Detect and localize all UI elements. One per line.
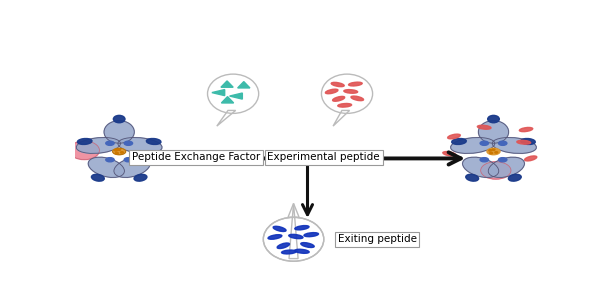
- Ellipse shape: [489, 150, 491, 151]
- Ellipse shape: [301, 243, 314, 248]
- Ellipse shape: [344, 90, 358, 93]
- Ellipse shape: [295, 226, 309, 230]
- Ellipse shape: [106, 158, 114, 162]
- Ellipse shape: [448, 134, 460, 139]
- Polygon shape: [333, 110, 350, 126]
- Ellipse shape: [499, 141, 507, 145]
- Ellipse shape: [76, 137, 121, 153]
- Ellipse shape: [332, 96, 345, 101]
- Ellipse shape: [88, 157, 124, 177]
- Ellipse shape: [289, 234, 303, 239]
- Ellipse shape: [451, 137, 495, 153]
- Polygon shape: [289, 203, 298, 259]
- Ellipse shape: [114, 157, 150, 177]
- Ellipse shape: [304, 232, 319, 237]
- Ellipse shape: [69, 141, 100, 160]
- Ellipse shape: [488, 116, 499, 123]
- Ellipse shape: [106, 141, 114, 145]
- Ellipse shape: [338, 103, 352, 107]
- Text: Peptide Exchange Factor: Peptide Exchange Factor: [132, 152, 260, 162]
- Ellipse shape: [480, 158, 488, 162]
- Ellipse shape: [480, 141, 488, 145]
- Ellipse shape: [351, 96, 364, 101]
- Ellipse shape: [521, 139, 535, 145]
- Ellipse shape: [115, 152, 118, 154]
- Ellipse shape: [499, 158, 507, 162]
- Ellipse shape: [91, 174, 104, 181]
- Ellipse shape: [113, 148, 125, 155]
- Ellipse shape: [118, 137, 162, 153]
- Ellipse shape: [488, 157, 524, 177]
- Ellipse shape: [463, 157, 499, 177]
- Ellipse shape: [492, 149, 495, 150]
- Polygon shape: [238, 82, 250, 88]
- Ellipse shape: [77, 139, 92, 145]
- Ellipse shape: [478, 125, 491, 129]
- Ellipse shape: [124, 158, 133, 162]
- Ellipse shape: [495, 152, 497, 153]
- Ellipse shape: [208, 74, 259, 113]
- Ellipse shape: [295, 249, 309, 253]
- Ellipse shape: [331, 82, 344, 87]
- Ellipse shape: [478, 121, 509, 143]
- Ellipse shape: [115, 150, 118, 151]
- Ellipse shape: [273, 226, 286, 232]
- Polygon shape: [217, 110, 236, 126]
- Ellipse shape: [104, 121, 134, 143]
- Ellipse shape: [277, 243, 290, 248]
- Ellipse shape: [492, 137, 536, 153]
- Ellipse shape: [281, 250, 296, 254]
- Ellipse shape: [268, 235, 282, 239]
- Polygon shape: [221, 97, 233, 103]
- Ellipse shape: [124, 141, 133, 145]
- Ellipse shape: [452, 139, 466, 145]
- Ellipse shape: [121, 152, 124, 153]
- Polygon shape: [230, 93, 242, 99]
- Ellipse shape: [349, 82, 362, 86]
- Ellipse shape: [517, 140, 530, 144]
- Text: Exiting peptide: Exiting peptide: [338, 234, 417, 244]
- Ellipse shape: [134, 174, 147, 181]
- Ellipse shape: [481, 162, 511, 179]
- Ellipse shape: [443, 152, 456, 156]
- Ellipse shape: [263, 217, 324, 261]
- Ellipse shape: [487, 148, 500, 155]
- Polygon shape: [212, 89, 224, 96]
- Ellipse shape: [322, 74, 373, 113]
- Ellipse shape: [524, 156, 537, 161]
- Ellipse shape: [263, 217, 324, 261]
- Ellipse shape: [520, 128, 533, 132]
- Ellipse shape: [118, 149, 121, 150]
- Ellipse shape: [325, 89, 338, 94]
- Ellipse shape: [146, 139, 161, 145]
- Ellipse shape: [113, 116, 125, 123]
- Ellipse shape: [508, 174, 521, 181]
- Text: Experimental peptide: Experimental peptide: [268, 152, 380, 162]
- Ellipse shape: [490, 152, 493, 154]
- Polygon shape: [288, 203, 299, 217]
- Ellipse shape: [466, 174, 479, 181]
- Polygon shape: [221, 81, 233, 87]
